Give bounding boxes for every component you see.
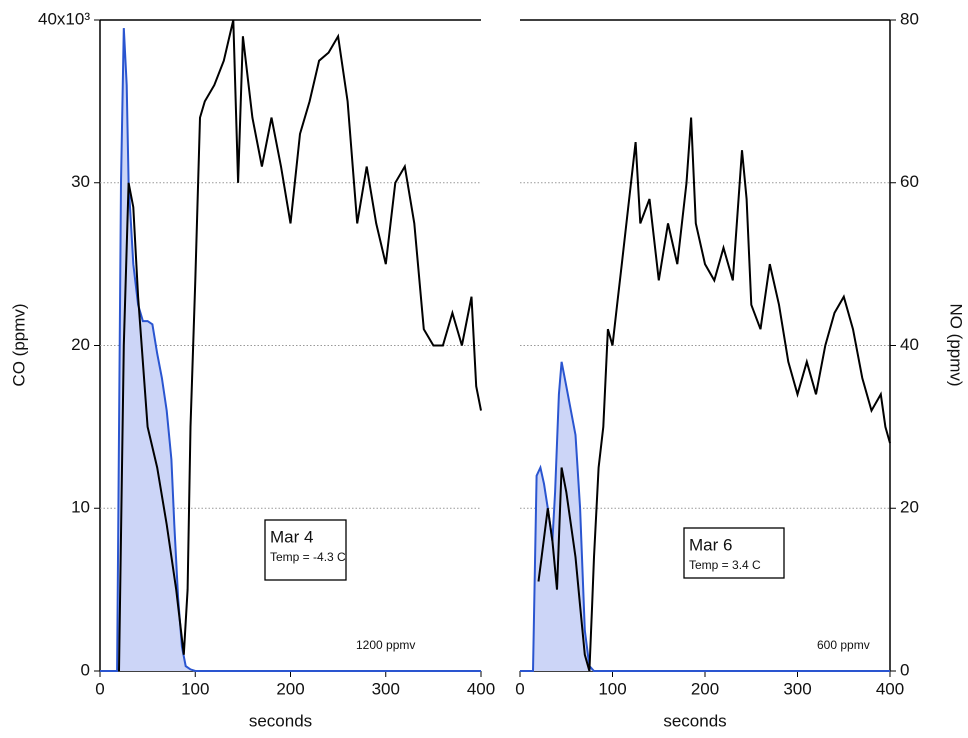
annotation-date: Mar 4 [270,527,313,546]
annotation-temp: Temp = 3.4 C [689,558,761,572]
x-tick-label: 300 [372,679,400,698]
x-tick-label: 0 [515,679,524,698]
y2-axis-label: NO (ppmv) [947,303,966,386]
y2-tick-label: 20 [900,498,919,517]
line [537,117,891,672]
line [520,361,890,672]
y2-tick-label: 80 [900,9,919,28]
annotation-note: 600 ppmv [817,638,870,652]
x-tick-label: 400 [876,679,904,698]
annotation-note: 1200 ppmv [356,638,415,652]
x-tick-label: 200 [276,679,304,698]
annotation-box [683,527,785,579]
x-axis-label: seconds [663,711,726,730]
area [520,361,890,671]
x-tick-label: 100 [181,679,209,698]
y2-tick-label: 40 [900,335,919,354]
x-axis-label: seconds [249,711,312,730]
line [100,28,481,672]
annotation-date: Mar 6 [689,535,732,554]
x-tick-label: 100 [598,679,626,698]
y-tick-label: 10 [71,498,90,517]
y-axis-label: CO (ppmv) [9,303,28,386]
x-tick-label: 400 [467,679,495,698]
x-tick-label: 200 [691,679,719,698]
x-tick-label: 300 [783,679,811,698]
annotation-temp: Temp = -4.3 C [270,550,346,564]
y-tick-label: 0 [81,660,90,679]
y-tick-label: 20 [71,335,90,354]
area [100,28,481,672]
y-tick-label: 40x10³ [38,9,90,28]
line [118,19,482,672]
annotation-box [264,519,347,581]
y-tick-label: 30 [71,172,90,191]
y2-tick-label: 60 [900,172,919,191]
x-tick-label: 0 [95,679,104,698]
y2-tick-label: 0 [900,660,909,679]
